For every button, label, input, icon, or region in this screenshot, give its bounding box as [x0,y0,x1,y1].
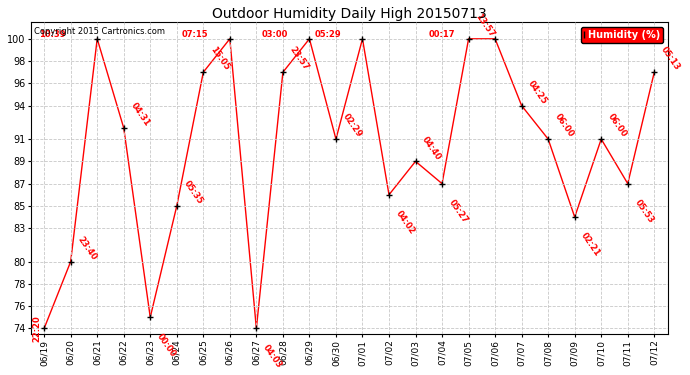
Text: 05:13: 05:13 [659,45,682,72]
Text: 13:57: 13:57 [473,12,496,39]
Text: 07:15: 07:15 [182,30,208,39]
Text: 04:25: 04:25 [526,79,549,106]
Text: 04:40: 04:40 [420,135,443,162]
Text: 03:00: 03:00 [262,30,288,39]
Text: 06:00: 06:00 [553,112,575,139]
Text: 06:00: 06:00 [606,112,629,139]
Title: Outdoor Humidity Daily High 20150713: Outdoor Humidity Daily High 20150713 [212,7,486,21]
Text: 05:53: 05:53 [633,198,656,225]
Text: 02:29: 02:29 [341,112,364,139]
Text: Copyright 2015 Cartronics.com: Copyright 2015 Cartronics.com [34,27,165,36]
Text: 00:17: 00:17 [428,30,455,39]
Text: 22:20: 22:20 [32,315,41,342]
Text: 05:35: 05:35 [181,179,204,206]
Text: 23:40: 23:40 [75,235,98,262]
Text: 04:02: 04:02 [394,209,417,236]
Text: 05:27: 05:27 [447,198,469,225]
Text: 00:00: 00:00 [155,332,177,358]
Text: 04:03: 04:03 [261,343,284,370]
Legend: Humidity (%): Humidity (%) [581,27,662,43]
Text: 02:21: 02:21 [580,231,602,258]
Text: 05:29: 05:29 [315,30,342,39]
Text: 23:57: 23:57 [288,45,310,72]
Text: 10:39: 10:39 [39,30,66,39]
Text: 15:05: 15:05 [208,45,230,72]
Text: 04:31: 04:31 [128,101,151,128]
